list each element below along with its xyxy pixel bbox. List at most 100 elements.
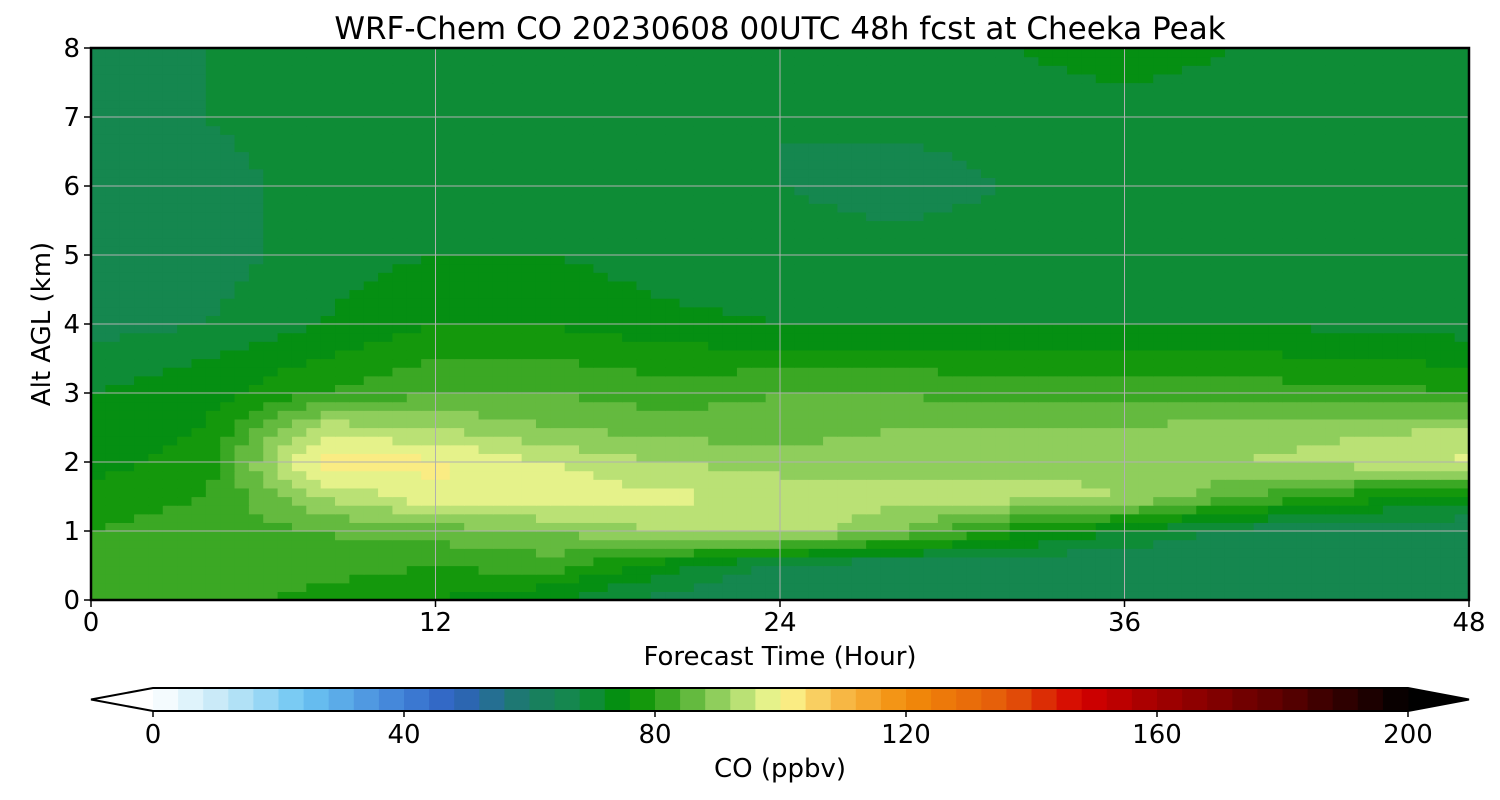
heat-cell (794, 375, 810, 385)
heat-cell (320, 211, 336, 222)
heat-cell (162, 513, 178, 523)
heat-cell (349, 151, 365, 161)
heat-cell (1067, 298, 1083, 308)
heat-cell (148, 384, 164, 394)
heat-cell (1368, 522, 1384, 532)
heat-cell (1368, 177, 1384, 187)
heat-cell (679, 505, 695, 515)
heat-cell (909, 582, 925, 592)
heat-cell (751, 229, 767, 239)
heat-cell (1110, 427, 1126, 437)
heat-cell (722, 574, 738, 584)
heat-cell (1339, 462, 1355, 472)
heat-cell (1224, 462, 1240, 472)
heat-cell (579, 289, 594, 299)
heat-cell (435, 444, 451, 454)
heat-cell (205, 289, 221, 299)
heat-cell (392, 298, 408, 308)
heat-cell (952, 548, 968, 558)
heat-cell (1296, 168, 1312, 178)
heat-cell (980, 453, 996, 463)
heat-cell (91, 306, 106, 316)
heat-cell (808, 548, 824, 558)
heat-cell (1268, 246, 1283, 256)
heat-cell (937, 255, 953, 265)
heat-cell (622, 548, 638, 558)
heat-cell (1311, 341, 1327, 351)
heat-cell (765, 418, 781, 429)
heat-cell (1268, 539, 1283, 549)
heat-cell (134, 349, 150, 360)
heat-cell (980, 384, 996, 394)
heat-cell (1024, 186, 1039, 196)
heat-cell (952, 444, 968, 454)
heat-cell (1110, 315, 1126, 325)
heat-cell (1024, 263, 1039, 273)
heat-cell (177, 574, 193, 584)
heat-cell (1354, 513, 1370, 523)
heat-cell (1368, 186, 1384, 196)
heat-cell (263, 306, 279, 316)
heat-cell (808, 427, 824, 437)
heat-cell (1052, 177, 1068, 187)
heat-cell (837, 436, 853, 446)
heat-cell (1397, 565, 1413, 575)
heat-cell (1038, 393, 1054, 403)
heat-cell (521, 470, 537, 480)
heat-cell (435, 332, 451, 342)
heat-cell (880, 168, 896, 178)
heat-cell (464, 453, 480, 463)
heat-cell (765, 168, 781, 178)
heat-cell (650, 393, 666, 403)
heat-cell (780, 160, 795, 170)
heat-cell (1081, 582, 1097, 592)
heat-cell (177, 401, 193, 411)
heat-cell (1110, 332, 1126, 342)
heat-cell (1196, 496, 1212, 506)
heat-cell (851, 272, 867, 282)
heat-cell (91, 487, 106, 498)
heat-cell (134, 263, 150, 273)
heat-cell (937, 462, 953, 472)
heat-cell (1282, 341, 1298, 351)
heat-cell (1181, 160, 1197, 170)
heat-cell (1052, 280, 1068, 291)
heat-cell (277, 186, 293, 196)
heat-cell (1081, 522, 1097, 532)
heat-cell (1124, 289, 1140, 299)
heat-cell (751, 505, 767, 515)
heat-cell (291, 393, 307, 403)
heat-cell (320, 315, 336, 325)
heat-cell (363, 470, 379, 480)
heat-cell (1311, 401, 1327, 411)
heat-cell (952, 453, 968, 463)
heat-cell (1124, 272, 1140, 282)
heat-cell (1425, 531, 1441, 541)
heat-cell (636, 393, 652, 403)
heat-cell (277, 453, 293, 463)
heat-cell (679, 237, 695, 247)
heat-cell (91, 186, 106, 196)
heat-cell (220, 220, 236, 230)
heat-cell (923, 211, 939, 222)
heat-cell (291, 427, 307, 437)
heat-cell (478, 298, 494, 308)
heat-cell (780, 522, 795, 532)
heat-cell (335, 324, 350, 334)
heat-cell (636, 513, 652, 523)
heat-cell (751, 384, 767, 394)
heat-cell (1009, 263, 1025, 273)
heat-cell (966, 539, 982, 549)
heat-cell (378, 393, 394, 403)
heat-cell (1038, 375, 1054, 385)
heat-cell (1411, 427, 1427, 437)
heat-cell (693, 168, 709, 178)
heat-cell (378, 487, 394, 498)
heat-cell (679, 556, 695, 567)
heat-cell (1382, 289, 1398, 299)
heat-cell (579, 177, 594, 187)
heat-cell (392, 341, 408, 351)
heat-cell (320, 436, 336, 446)
heat-cell (593, 332, 609, 342)
heat-cell (1325, 479, 1341, 489)
